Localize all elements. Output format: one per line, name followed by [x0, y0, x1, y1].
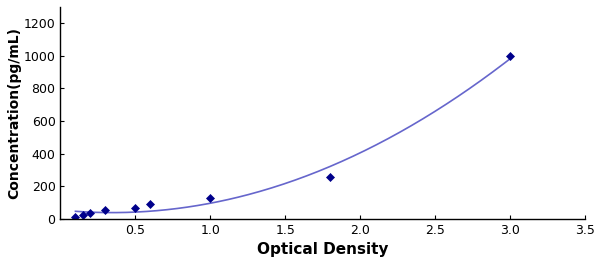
- X-axis label: Optical Density: Optical Density: [257, 242, 388, 257]
- Y-axis label: Concentration(pg/mL): Concentration(pg/mL): [7, 27, 21, 199]
